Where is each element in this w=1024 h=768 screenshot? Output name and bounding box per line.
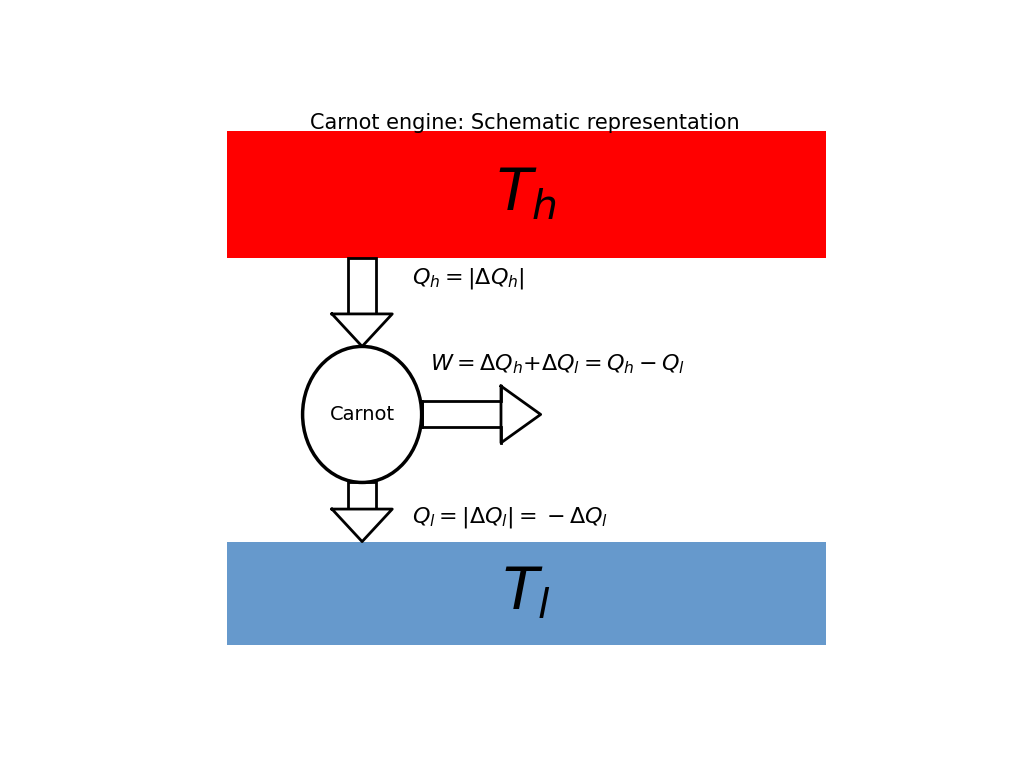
Bar: [348, 258, 377, 314]
Bar: [227, 541, 826, 645]
Text: $W = \Delta Q_h$+$\Delta Q_l = Q_h - Q_l$: $W = \Delta Q_h$+$\Delta Q_l = Q_h - Q_l…: [430, 353, 685, 376]
Polygon shape: [332, 314, 392, 346]
Text: $Q_h = |\Delta Q_h|$: $Q_h = |\Delta Q_h|$: [412, 266, 525, 291]
Polygon shape: [501, 386, 541, 443]
Text: Carnot engine: Schematic representation: Carnot engine: Schematic representation: [310, 113, 739, 133]
Bar: [348, 482, 377, 509]
Bar: [422, 402, 501, 428]
Text: Carnot: Carnot: [330, 405, 394, 424]
Text: $T_h$: $T_h$: [497, 166, 557, 223]
Text: $T_l$: $T_l$: [503, 564, 551, 622]
Polygon shape: [332, 509, 392, 541]
Ellipse shape: [303, 346, 422, 482]
Text: $Q_l = |\Delta Q_l| = -\Delta Q_l$: $Q_l = |\Delta Q_l| = -\Delta Q_l$: [412, 505, 608, 531]
Bar: [227, 131, 826, 258]
